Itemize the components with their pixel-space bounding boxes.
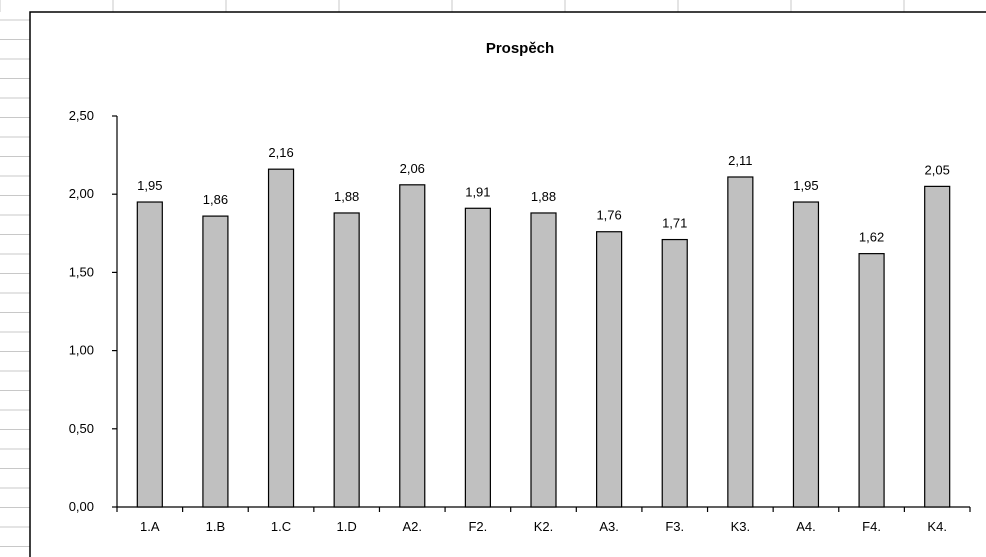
data-label: 1,88 bbox=[531, 189, 556, 204]
y-tick-label: 0,00 bbox=[69, 499, 94, 514]
bar[interactable] bbox=[136, 201, 163, 508]
data-label: 1,95 bbox=[137, 178, 162, 193]
data-label: 2,16 bbox=[268, 145, 293, 160]
bar[interactable] bbox=[464, 207, 491, 508]
x-tick-label: F2. bbox=[468, 519, 487, 534]
bar[interactable] bbox=[596, 231, 623, 508]
y-tick-label: 1,00 bbox=[69, 343, 94, 358]
data-label: 2,11 bbox=[728, 153, 752, 168]
y-tick-label: 1,50 bbox=[69, 264, 94, 279]
data-label: 1,95 bbox=[793, 178, 818, 193]
chart-area[interactable] bbox=[29, 11, 986, 557]
bar[interactable] bbox=[399, 184, 426, 508]
data-label: 1,71 bbox=[662, 216, 687, 231]
x-tick-label: K3. bbox=[731, 519, 751, 534]
x-tick-label: F3. bbox=[665, 519, 684, 534]
bar[interactable] bbox=[924, 185, 951, 508]
x-tick-label: A3. bbox=[599, 519, 619, 534]
y-tick-label: 2,50 bbox=[69, 108, 94, 123]
data-label: 2,06 bbox=[400, 161, 425, 176]
x-tick-label: K2. bbox=[534, 519, 554, 534]
data-label: 1,88 bbox=[334, 189, 359, 204]
y-tick-label: 2,00 bbox=[69, 186, 94, 201]
bar[interactable] bbox=[530, 212, 557, 508]
bar[interactable] bbox=[333, 212, 360, 508]
y-tick-label: 0,50 bbox=[69, 421, 94, 436]
bar[interactable] bbox=[661, 238, 688, 508]
y-axis: 0,00 0,50 1,00 1,50 2,00 2,50 bbox=[69, 108, 118, 514]
data-label: 1,91 bbox=[465, 184, 490, 199]
x-tick-label: F4. bbox=[862, 519, 881, 534]
bar[interactable] bbox=[267, 168, 295, 508]
bar[interactable] bbox=[792, 201, 820, 508]
data-label: 1,86 bbox=[203, 192, 228, 207]
bar[interactable] bbox=[727, 176, 754, 508]
x-tick-label: 1.D bbox=[337, 519, 357, 534]
bars: 1,95 1,86 2,16 1,88 2,06 1,91 1,88 1,76 1,71 2,11… bbox=[136, 145, 951, 508]
x-tick-label: A2. bbox=[403, 519, 423, 534]
bar[interactable] bbox=[202, 215, 229, 508]
bar[interactable] bbox=[858, 253, 885, 508]
data-label: 2,05 bbox=[925, 162, 950, 177]
x-tick-label: 1.C bbox=[271, 519, 291, 534]
chart-title: Prospěch bbox=[486, 40, 554, 57]
sheet-grid bbox=[0, 0, 905, 547]
data-label: 1,76 bbox=[596, 208, 621, 223]
data-label: 1,62 bbox=[859, 230, 884, 245]
x-tick-label: 1.A bbox=[140, 519, 160, 534]
x-tick-label: 1.B bbox=[206, 519, 226, 534]
x-tick-label: K4. bbox=[927, 519, 947, 534]
x-tick-label: A4. bbox=[796, 519, 816, 534]
